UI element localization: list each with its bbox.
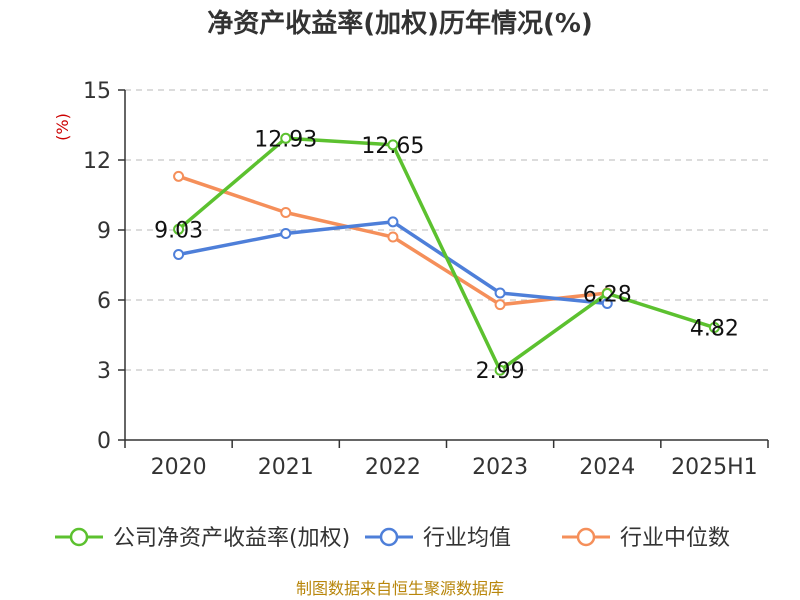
series-line-0	[177, 136, 715, 372]
data-label-2: 12.65	[361, 134, 424, 159]
series-1-point-1	[280, 228, 292, 239]
y-tick-label-3: 9	[97, 219, 111, 244]
data-label-3: 2.99	[476, 359, 525, 384]
series-0-point-5	[708, 322, 720, 334]
y-tick-label-0: 0	[97, 429, 111, 454]
x-tick-label-4: 2024	[579, 455, 635, 480]
series-2-point-0	[173, 170, 185, 182]
series-2-point-2	[387, 231, 399, 243]
data-label-5: 4.82	[690, 317, 739, 342]
data-label-1: 12.93	[254, 127, 317, 152]
y-tick-label-1: 3	[97, 359, 111, 384]
y-tick-label-4: 12	[83, 149, 111, 174]
x-tick-label-3: 2023	[472, 455, 528, 480]
series-1-point-2	[387, 216, 399, 228]
series-1-point-3	[494, 287, 506, 299]
legend-marker-0	[69, 527, 89, 547]
data-labels: 9.03 12.93 12.65 2.99 6.28 4.82	[154, 127, 739, 384]
series-0-point-2	[387, 139, 399, 151]
legend-marker-2	[576, 527, 596, 547]
series-0-point-3	[494, 364, 506, 376]
y-tick-label-5: 15	[83, 79, 111, 104]
x-tick-label-0: 2020	[151, 455, 207, 480]
series-0-point-0	[173, 223, 185, 235]
grid-lines	[125, 89, 768, 371]
legend-label-1: 行业均值	[423, 526, 511, 551]
y-tick-label-2: 6	[97, 289, 111, 314]
x-tick-label-2: 2022	[365, 455, 421, 480]
legend-label-2: 行业中位数	[620, 526, 730, 551]
series-0-point-4	[601, 287, 613, 299]
series-0-point-1	[280, 132, 292, 144]
data-label-4: 6.28	[583, 282, 632, 307]
y-axis-label: (%)	[53, 113, 72, 141]
series-2-point-1	[280, 207, 292, 218]
y-axis: 0 3 6 9 12 15	[83, 79, 126, 454]
series-lines	[173, 132, 720, 376]
series-2-point-3	[494, 299, 506, 311]
source-note: 制图数据来自恒生聚源数据库	[296, 579, 504, 598]
legend: 公司净资产收益率(加权) 行业均值 行业中位数	[55, 526, 730, 551]
legend-label-0: 公司净资产收益率(加权)	[113, 526, 350, 551]
x-tick-label-5: 2025H1	[671, 455, 758, 480]
chart-title: 净资产收益率(加权)历年情况(%)	[207, 8, 593, 39]
legend-marker-1	[379, 527, 399, 547]
data-label-0: 9.03	[154, 218, 203, 243]
series-1-point-4	[601, 298, 613, 309]
series-1-point-0	[173, 249, 185, 260]
x-axis: 2020 2021 2022 2023 2024 2025H1	[124, 439, 769, 480]
x-tick-label-1: 2021	[258, 455, 314, 480]
